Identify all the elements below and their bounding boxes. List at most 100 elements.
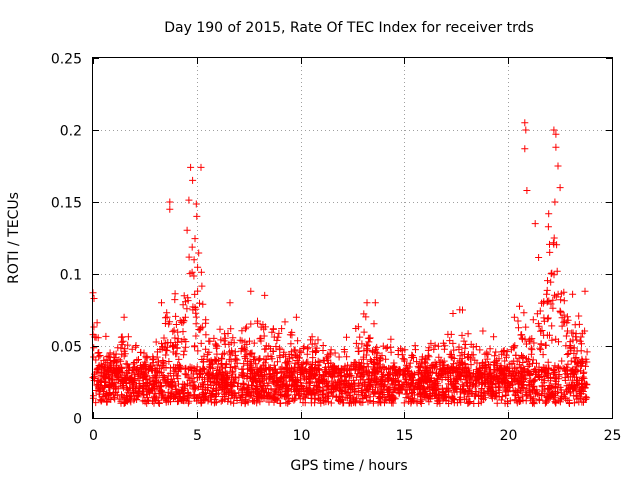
- data-point: [511, 363, 519, 371]
- data-point: [450, 346, 458, 354]
- data-point: [282, 353, 290, 361]
- data-point: [554, 381, 562, 389]
- data-point: [374, 399, 382, 407]
- data-point: [188, 243, 196, 251]
- data-point: [471, 356, 479, 364]
- data-point: [294, 337, 302, 345]
- data-point: [475, 391, 483, 399]
- data-point: [490, 368, 498, 376]
- data-point: [209, 379, 217, 386]
- data-point: [199, 381, 207, 389]
- data-point: [549, 370, 557, 378]
- data-point: [437, 391, 445, 399]
- data-point: [90, 392, 97, 400]
- data-point: [247, 366, 255, 374]
- data-point: [115, 395, 123, 403]
- data-point: [296, 347, 304, 355]
- data-point: [193, 397, 201, 405]
- data-point: [403, 390, 411, 398]
- data-point: [415, 378, 422, 386]
- data-point: [358, 340, 366, 348]
- data-point: [483, 355, 491, 363]
- data-point: [372, 345, 379, 353]
- data-point: [389, 377, 397, 385]
- data-point: [560, 288, 568, 296]
- x-tick-label: 15: [396, 428, 414, 444]
- data-point: [545, 297, 553, 305]
- data-point: [568, 381, 576, 389]
- data-point: [107, 360, 115, 368]
- data-point: [123, 360, 131, 368]
- data-point: [295, 364, 303, 372]
- data-point: [352, 325, 360, 332]
- data-point: [109, 372, 117, 380]
- data-point: [124, 333, 132, 341]
- data-point: [581, 287, 589, 295]
- data-point: [294, 361, 302, 369]
- data-point: [212, 344, 220, 352]
- data-point: [539, 351, 547, 359]
- data-point: [337, 392, 345, 400]
- data-point: [150, 379, 158, 387]
- data-point: [510, 313, 518, 321]
- data-point: [582, 395, 590, 403]
- data-point: [292, 313, 300, 321]
- data-point: [196, 299, 203, 307]
- data-point: [567, 357, 575, 365]
- data-point: [370, 388, 378, 396]
- data-point: [256, 398, 264, 406]
- data-point: [105, 352, 113, 360]
- data-point: [434, 342, 442, 350]
- data-point: [166, 369, 174, 377]
- data-point: [430, 384, 438, 392]
- data-point: [572, 385, 580, 393]
- data-point: [143, 354, 151, 362]
- data-point: [134, 393, 142, 401]
- data-point: [160, 364, 168, 372]
- data-point: [299, 359, 307, 367]
- data-point: [468, 373, 476, 381]
- data-point: [384, 391, 392, 399]
- data-point: [526, 394, 534, 402]
- data-point: [297, 349, 305, 357]
- data-point: [278, 369, 286, 377]
- data-point: [203, 369, 211, 377]
- data-point: [440, 366, 448, 374]
- data-point: [221, 334, 229, 342]
- data-point: [478, 392, 486, 400]
- data-point: [408, 354, 416, 362]
- data-point: [287, 340, 295, 348]
- data-point: [527, 344, 535, 352]
- data-point: [462, 341, 470, 348]
- data-point: [194, 263, 202, 271]
- data-point: [129, 366, 137, 374]
- data-point: [548, 322, 556, 330]
- data-point: [168, 388, 176, 396]
- data-point: [409, 389, 417, 396]
- data-point: [509, 343, 517, 351]
- data-point: [486, 345, 494, 353]
- data-point: [550, 234, 558, 242]
- data-point: [102, 391, 110, 399]
- data-point: [555, 397, 563, 405]
- data-point: [200, 394, 208, 402]
- data-point: [121, 399, 129, 407]
- data-point: [551, 362, 559, 370]
- data-point: [362, 313, 370, 321]
- data-point: [338, 396, 346, 404]
- data-point: [424, 373, 432, 381]
- data-point: [356, 398, 364, 406]
- data-point: [152, 338, 160, 346]
- data-point: [377, 381, 385, 389]
- data-point: [175, 397, 183, 405]
- data-point: [153, 361, 161, 369]
- data-point: [247, 287, 255, 295]
- data-point: [218, 396, 226, 404]
- data-point: [544, 223, 552, 231]
- data-point: [225, 340, 233, 348]
- data-point: [183, 305, 191, 313]
- data-point: [160, 376, 168, 384]
- data-point: [426, 374, 434, 382]
- data-point: [514, 317, 522, 325]
- data-point: [578, 340, 585, 348]
